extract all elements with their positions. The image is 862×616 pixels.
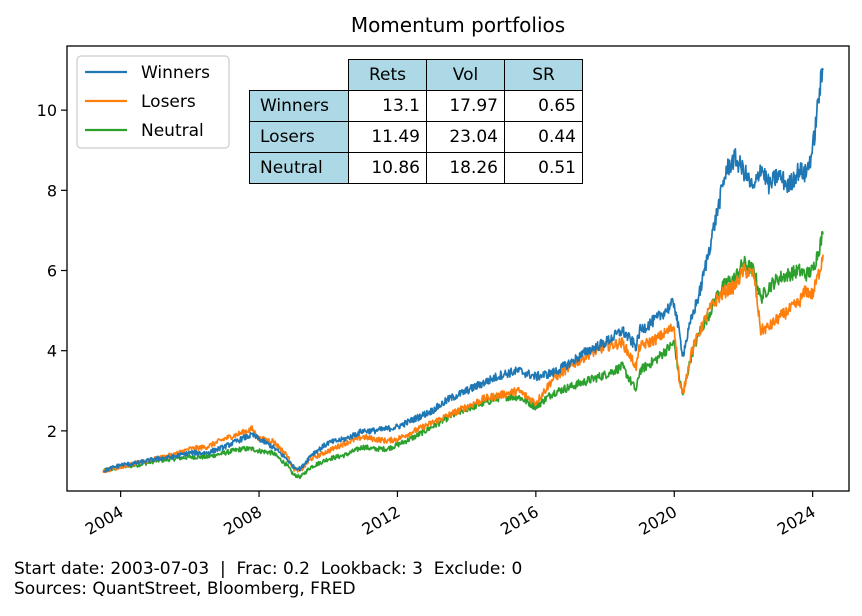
chart-title: Momentum portfolios bbox=[351, 13, 565, 37]
table-cell: 10.86 bbox=[348, 152, 427, 184]
legend-label-neutral: Neutral bbox=[141, 121, 204, 141]
table-row: Neutral 10.86 18.26 0.51 bbox=[249, 152, 583, 184]
x-tick-label: 2024 bbox=[774, 502, 819, 539]
table-cell: 0.44 bbox=[504, 121, 583, 153]
y-tick-label: 10 bbox=[37, 101, 57, 120]
x-tick-label: 2004 bbox=[82, 502, 127, 539]
table-cell: 13.1 bbox=[348, 90, 427, 122]
row-label-losers: Losers bbox=[249, 121, 349, 153]
x-tick-label: 2016 bbox=[497, 502, 542, 539]
table-cell: 23.04 bbox=[426, 121, 505, 153]
x-axis: 2004 2008 2012 2016 2020 2024 bbox=[82, 491, 819, 539]
legend-label-losers: Losers bbox=[141, 92, 196, 112]
table-cell: 18.26 bbox=[426, 152, 505, 184]
col-header-sr: SR bbox=[504, 59, 583, 91]
x-tick-label: 2012 bbox=[359, 502, 404, 539]
y-axis: 2 4 6 8 10 bbox=[37, 101, 67, 441]
series-line-losers bbox=[102, 254, 824, 474]
table-cell: 17.97 bbox=[426, 90, 505, 122]
footer-params: Start date: 2003-07-03 | Frac: 0.2 Lookb… bbox=[14, 559, 523, 579]
table-cell: 0.51 bbox=[504, 152, 583, 184]
series-layer bbox=[102, 67, 824, 480]
stats-table: Rets Vol SR Winners 13.1 17.97 0.65 Lose… bbox=[249, 59, 583, 184]
y-tick-label: 2 bbox=[47, 422, 57, 441]
row-label-neutral: Neutral bbox=[249, 152, 349, 184]
legend-box bbox=[76, 55, 230, 149]
table-row: Winners 13.1 17.97 0.65 bbox=[249, 90, 583, 122]
y-tick-label: 6 bbox=[47, 262, 57, 281]
col-header-vol: Vol bbox=[426, 59, 505, 91]
footer-sources: Sources: QuantStreet, Bloomberg, FRED bbox=[14, 579, 356, 599]
legend-label-winners: Winners bbox=[141, 63, 210, 83]
col-header-rets: Rets bbox=[348, 59, 427, 91]
x-tick-label: 2008 bbox=[220, 502, 265, 539]
table-header-row: Rets Vol SR bbox=[250, 59, 583, 91]
y-tick-label: 8 bbox=[47, 181, 57, 200]
table-cell: 11.49 bbox=[348, 121, 427, 153]
table-cell: 0.65 bbox=[504, 90, 583, 122]
legend: Winners Losers Neutral bbox=[76, 55, 230, 149]
table-row: Losers 11.49 23.04 0.44 bbox=[249, 121, 583, 153]
series-line-neutral bbox=[102, 230, 824, 480]
plot-frame bbox=[66, 45, 850, 492]
series-line-winners bbox=[102, 67, 824, 473]
x-tick-label: 2020 bbox=[635, 502, 680, 539]
row-label-winners: Winners bbox=[249, 90, 349, 122]
y-tick-label: 4 bbox=[47, 342, 57, 361]
table-corner bbox=[250, 60, 349, 91]
